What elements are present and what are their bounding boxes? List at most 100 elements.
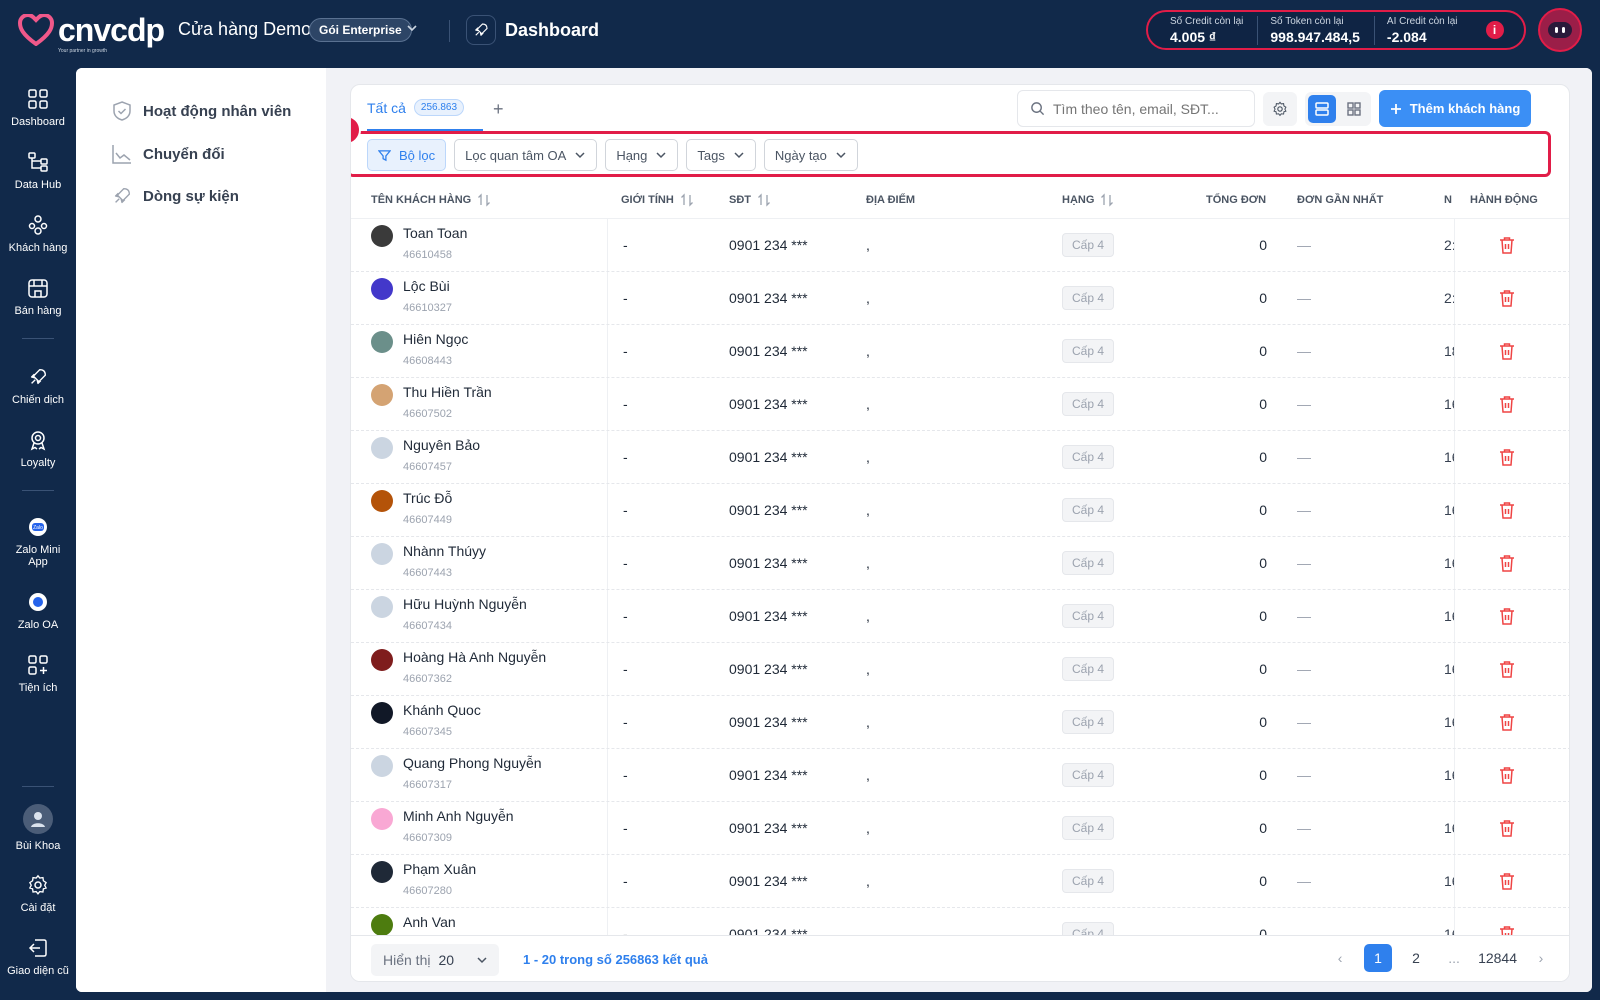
avatar (371, 543, 393, 565)
plan-badge[interactable]: Gói Enterprise (309, 18, 412, 42)
sidebar-item-dashboard[interactable]: Dashboard (0, 88, 76, 128)
column-header-name[interactable]: TÊN KHÁCH HÀNG (371, 192, 491, 207)
page-size-select[interactable]: Hiển thị 20 (371, 944, 499, 976)
table-row[interactable]: Hoàng Hà Anh Nguyễn 46607362 - 0901 234 … (351, 643, 1569, 696)
filter-rank[interactable]: Hạng (605, 139, 679, 171)
filter-button[interactable]: Bộ lọc (367, 139, 447, 171)
avatar (371, 437, 393, 459)
table-row[interactable]: Thu Hiền Trần 46607502 - 0901 234 *** , … (351, 378, 1569, 431)
add-tab-button[interactable]: + (493, 99, 504, 119)
delete-button[interactable] (1499, 484, 1515, 536)
customer-name-cell[interactable]: Lộc Bùi 46610327 (371, 272, 452, 324)
sidebar-item-zalo-mini-app[interactable]: Zalo Zalo Mini App (0, 516, 76, 568)
tab-all[interactable]: Tất cả 256.863 (367, 99, 465, 116)
delete-button[interactable] (1499, 325, 1515, 377)
customer-name-cell[interactable]: Trúc Đỗ 46607449 (371, 484, 452, 536)
table-row[interactable]: Toan Toan 46610458 - 0901 234 *** , Cấp … (351, 219, 1569, 272)
page-button[interactable]: 2 (1412, 950, 1420, 966)
brand-logo[interactable]: cnvcdp Your partner in growth (18, 14, 165, 54)
info-icon[interactable]: i (1485, 21, 1504, 39)
sidebar-item-zalo-oa[interactable]: Zalo OA (0, 591, 76, 631)
delete-button[interactable] (1499, 590, 1515, 642)
list-view-button[interactable] (1308, 95, 1336, 123)
delete-button[interactable] (1499, 537, 1515, 589)
subnav-item-conversion[interactable]: Chuyển đổi (111, 143, 225, 165)
table-row[interactable]: Nguyên Bảo 46607457 - 0901 234 *** , Cấp… (351, 431, 1569, 484)
delete-button[interactable] (1499, 431, 1515, 483)
next-page-button[interactable]: › (1538, 950, 1544, 966)
filter-created-date[interactable]: Ngày tạo (763, 139, 858, 171)
customer-name-cell[interactable]: Hoàng Hà Anh Nguyễn 46607362 (371, 643, 546, 695)
prev-page-button[interactable]: ‹ (1337, 950, 1343, 966)
table-row[interactable]: Nhànn Thúyy 46607443 - 0901 234 *** , Cấ… (351, 537, 1569, 590)
subnav-item-staff-activity[interactable]: Hoạt động nhân viên (111, 100, 291, 122)
sidebar-item-old-ui[interactable]: Giao diện cũ (0, 937, 76, 977)
location-cell: , (866, 820, 870, 836)
table-body: Toan Toan 46610458 - 0901 234 *** , Cấp … (351, 219, 1569, 935)
customer-info: Trúc Đỗ 46607449 (403, 490, 452, 526)
sidebar-item-customers[interactable]: Khách hàng (0, 214, 76, 254)
column-header-truncated: N (1444, 194, 1454, 206)
sidebar-item-label: Bán hàng (14, 305, 62, 317)
table-row[interactable]: Anh Van 46607261 - 0901 234 *** , Cấp 4 … (351, 908, 1569, 935)
customer-name-cell[interactable]: Thu Hiền Trần 46607502 (371, 378, 492, 430)
customer-name-cell[interactable]: Quang Phong Nguyễn 46607317 (371, 749, 542, 801)
customer-name-cell[interactable]: Anh Van 46607261 (371, 908, 456, 935)
table-settings-button[interactable] (1263, 92, 1297, 126)
customer-name-cell[interactable]: Hữu Huỳnh Nguyễn 46607434 (371, 590, 527, 642)
table-row[interactable]: Trúc Đỗ 46607449 - 0901 234 *** , Cấp 4 … (351, 484, 1569, 537)
subnav-item-event-stream[interactable]: Dòng sự kiện (111, 185, 239, 207)
delete-button[interactable] (1499, 643, 1515, 695)
filter-tags[interactable]: Tags (686, 139, 756, 171)
delete-button[interactable] (1499, 219, 1515, 271)
table-row[interactable]: Minh Anh Nguyễn 46607309 - 0901 234 *** … (351, 802, 1569, 855)
add-customer-button[interactable]: Thêm khách hàng (1379, 90, 1531, 127)
table-row[interactable]: Hữu Huỳnh Nguyễn 46607434 - 0901 234 ***… (351, 590, 1569, 643)
sidebar-item-loyalty[interactable]: Loyalty (0, 429, 76, 469)
sidebar-item-campaigns[interactable]: Chiến dịch (0, 366, 76, 406)
delete-button[interactable] (1499, 272, 1515, 324)
delete-button[interactable] (1499, 696, 1515, 748)
delete-button[interactable] (1499, 855, 1515, 907)
total-orders-cell: 0 (1259, 290, 1267, 306)
delete-button[interactable] (1499, 908, 1515, 935)
customer-name-cell[interactable]: Toan Toan 46610458 (371, 219, 467, 271)
search-box[interactable] (1017, 90, 1255, 127)
customer-name-cell[interactable]: Phạm Xuân 46607280 (371, 855, 476, 907)
column-header-gender[interactable]: GIỚI TÍNH (621, 192, 694, 207)
sidebar-item-sales[interactable]: Bán hàng (0, 277, 76, 317)
column-header-rank[interactable]: HẠNG (1062, 192, 1114, 207)
delete-button[interactable] (1499, 802, 1515, 854)
credit-panel[interactable]: Số Credit còn lại 4.005 ₫ Số Token còn l… (1146, 10, 1526, 50)
table-row[interactable]: Quang Phong Nguyễn 46607317 - 0901 234 *… (351, 749, 1569, 802)
column-header-phone[interactable]: SĐT (729, 192, 771, 207)
table-row[interactable]: Lộc Bùi 46610327 - 0901 234 *** , Cấp 4 … (351, 272, 1569, 325)
customer-name-cell[interactable]: Hiên Ngọc 46608443 (371, 325, 468, 377)
customer-name-cell[interactable]: Khánh Quoc 46607345 (371, 696, 481, 748)
search-input[interactable] (1053, 100, 1233, 117)
customer-info: Hữu Huỳnh Nguyễn 46607434 (403, 596, 527, 632)
table-row[interactable]: Khánh Quoc 46607345 - 0901 234 *** , Cấp… (351, 696, 1569, 749)
customer-name-cell[interactable]: Nguyên Bảo 46607457 (371, 431, 480, 483)
avatar (371, 755, 393, 777)
filter-oa-interest[interactable]: Lọc quan tâm OA (454, 139, 598, 171)
chevron-down-icon[interactable] (406, 22, 418, 37)
gender-cell: - (623, 555, 628, 571)
sidebar-item-settings[interactable]: Cài đặt (0, 874, 76, 914)
customer-name-cell[interactable]: Minh Anh Nguyễn 46607309 (371, 802, 514, 854)
store-name[interactable]: Cửa hàng Demo (178, 19, 312, 39)
page-button[interactable]: 1 (1364, 944, 1393, 972)
delete-button[interactable] (1499, 378, 1515, 430)
delete-button[interactable] (1499, 749, 1515, 801)
sidebar-item-data-hub[interactable]: Data Hub (0, 151, 76, 191)
last-order-cell: — (1297, 820, 1311, 836)
table-row[interactable]: Phạm Xuân 46607280 - 0901 234 *** , Cấp … (351, 855, 1569, 908)
user-avatar[interactable] (1538, 8, 1582, 52)
customer-name-cell[interactable]: Nhànn Thúyy 46607443 (371, 537, 486, 589)
rank-badge: Cấp 4 (1062, 498, 1115, 522)
table-row[interactable]: Hiên Ngọc 46608443 - 0901 234 *** , Cấp … (351, 325, 1569, 378)
grid-view-button[interactable] (1340, 95, 1368, 123)
page-button[interactable]: 12844 (1478, 950, 1517, 966)
sidebar-item-profile[interactable]: Bùi Khoa (0, 804, 76, 852)
sidebar-item-utilities[interactable]: Tiện ích (0, 654, 76, 694)
